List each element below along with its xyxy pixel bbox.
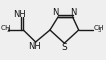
Text: N: N xyxy=(52,8,59,17)
Text: 3: 3 xyxy=(6,28,10,33)
Text: 3: 3 xyxy=(98,28,101,33)
Text: CH: CH xyxy=(1,25,12,31)
Text: NH: NH xyxy=(13,10,26,19)
Text: CH: CH xyxy=(94,25,104,31)
Text: NH: NH xyxy=(28,42,41,51)
Text: S: S xyxy=(61,43,67,52)
Text: N: N xyxy=(70,8,76,17)
